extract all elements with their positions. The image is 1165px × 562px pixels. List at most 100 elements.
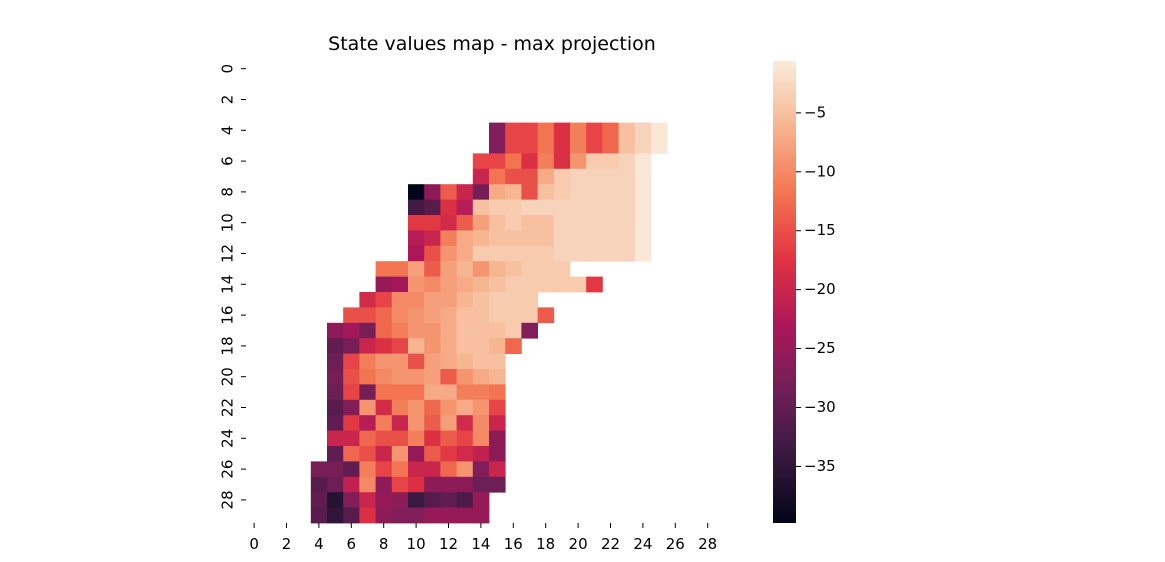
heatmap-cell: [440, 461, 457, 478]
heatmap-cell: [424, 461, 441, 478]
heatmap-cell: [359, 399, 376, 416]
heatmap-cell: [375, 322, 393, 339]
x-tick-label: 22: [601, 535, 620, 553]
x-tick-label: 0: [249, 535, 259, 553]
heatmap-cell: [602, 138, 619, 154]
heatmap-cell: [505, 276, 522, 293]
heatmap-cell: [456, 245, 474, 262]
heatmap-cell: [570, 153, 587, 170]
heatmap-cell: [570, 245, 587, 262]
heatmap-cell: [537, 215, 555, 231]
heatmap-cell: [440, 322, 457, 339]
heatmap-cell: [327, 446, 344, 462]
heatmap-cell: [359, 476, 376, 493]
heatmap-cell: [505, 307, 522, 324]
heatmap-cell: [408, 476, 425, 493]
heatmap-cell: [456, 492, 474, 508]
heatmap-cell: [521, 322, 538, 339]
colorbar-tick-label: −35: [804, 457, 836, 475]
heatmap-cell: [521, 261, 538, 277]
y-tick-label: 12: [219, 244, 237, 263]
heatmap-cell: [505, 168, 522, 185]
heatmap-cell: [489, 153, 506, 170]
heatmap-cell: [618, 122, 636, 139]
heatmap-cell: [521, 276, 538, 293]
heatmap-cell: [408, 307, 425, 324]
heatmap-cell: [634, 184, 652, 200]
heatmap-cell: [537, 153, 555, 170]
heatmap-cell: [505, 245, 522, 262]
heatmap-cell: [505, 338, 522, 354]
heatmap-cell: [472, 338, 490, 354]
heatmap-cell: [489, 430, 506, 447]
heatmap-cell: [408, 322, 425, 339]
heatmap-cell: [489, 276, 506, 293]
heatmap-cell: [440, 261, 457, 277]
heatmap-cell: [489, 369, 506, 385]
heatmap-cell: [424, 492, 441, 508]
heatmap-cell: [408, 353, 425, 370]
heatmap-cell: [440, 430, 457, 447]
heatmap-cell: [472, 399, 490, 416]
heatmap-cell: [521, 307, 538, 324]
x-tick-label: 4: [314, 535, 324, 553]
heatmap-cell: [489, 446, 506, 462]
y-tick-label: 6: [219, 156, 237, 166]
heatmap-cell: [602, 184, 619, 200]
heatmap-cell: [618, 184, 636, 200]
y-tick-label: 8: [219, 187, 237, 197]
heatmap-cell: [424, 261, 441, 277]
heatmap-cell: [440, 276, 457, 293]
heatmap-cell: [359, 322, 376, 339]
heatmap-cell: [521, 153, 538, 170]
heatmap-cell: [343, 461, 360, 478]
heatmap-cell: [327, 384, 344, 401]
x-tick-label: 8: [379, 535, 389, 553]
heatmap-cell: [472, 430, 490, 447]
heatmap-cell: [472, 369, 490, 385]
heatmap-cell: [359, 353, 376, 370]
heatmap-cell: [553, 215, 571, 231]
heatmap-cell: [424, 338, 441, 354]
heatmap-cell: [537, 122, 555, 139]
heatmap-cell: [343, 507, 360, 524]
heatmap-cell: [375, 338, 393, 354]
heatmap-cell: [456, 399, 474, 416]
heatmap-cell: [359, 307, 376, 324]
heatmap-cell: [586, 122, 603, 139]
heatmap-cell: [408, 415, 425, 431]
heatmap-cell: [343, 446, 360, 462]
heatmap-cell: [408, 461, 425, 478]
heatmap-cell: [618, 168, 636, 185]
heatmap-cell: [489, 415, 506, 431]
heatmap-cell: [570, 138, 587, 154]
heatmap-cell: [456, 199, 474, 216]
heatmap-cell: [424, 353, 441, 370]
heatmap-cell: [586, 168, 603, 185]
heatmap-cell: [327, 353, 344, 370]
heatmap-cell: [440, 353, 457, 370]
heatmap-cell: [634, 199, 652, 216]
heatmap-cell: [489, 307, 506, 324]
heatmap-cell: [489, 399, 506, 416]
heatmap-cell: [618, 153, 636, 170]
heatmap-cell: [570, 184, 587, 200]
heatmap-cell: [521, 215, 538, 231]
heatmap-cell: [440, 476, 457, 493]
heatmap-cell: [634, 215, 652, 231]
heatmap-cell: [391, 322, 409, 339]
heatmap-cell: [327, 322, 344, 339]
heatmap-cell: [586, 276, 603, 293]
heatmap-cell: [472, 168, 490, 185]
heatmap-cell: [375, 415, 393, 431]
heatmap-cell: [391, 261, 409, 277]
heatmap-cell: [375, 276, 393, 293]
heatmap-cell: [537, 245, 555, 262]
heatmap-cell: [553, 168, 571, 185]
heatmap-cell: [634, 245, 652, 262]
heatmap-cell: [391, 446, 409, 462]
heatmap-cell: [327, 507, 344, 524]
heatmap-cell: [505, 292, 522, 308]
heatmap-cell: [408, 492, 425, 508]
x-tick-label: 10: [407, 535, 426, 553]
